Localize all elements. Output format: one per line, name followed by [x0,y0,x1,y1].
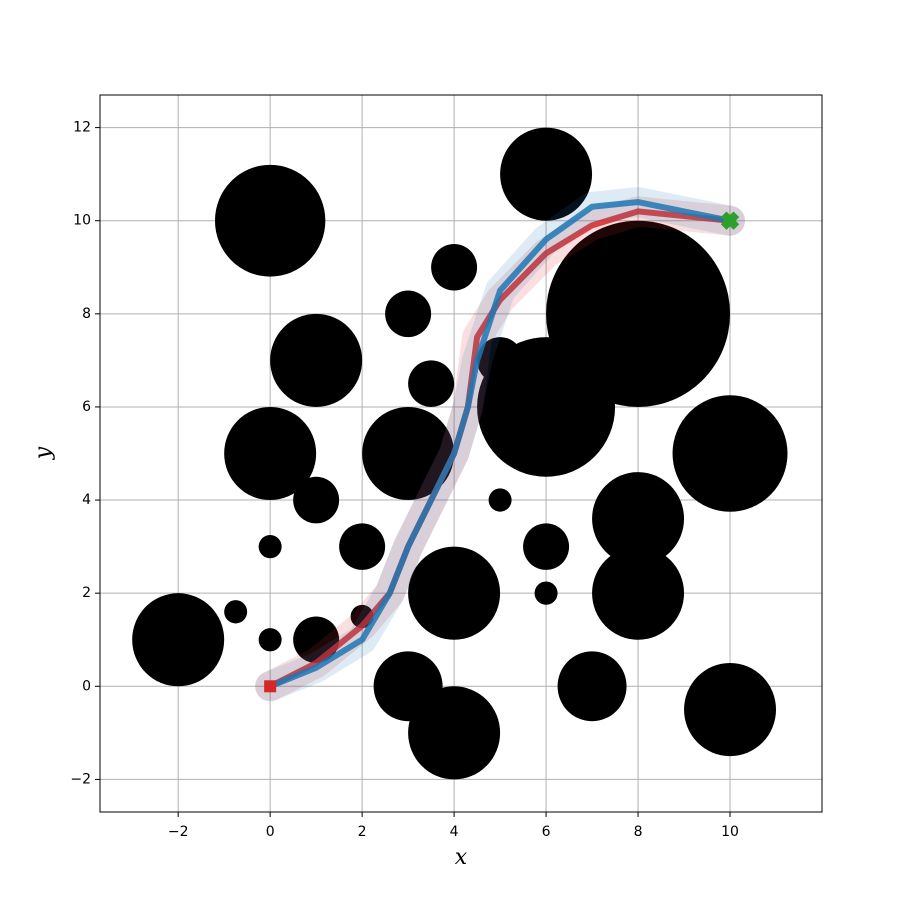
y-tick-label: 2 [82,585,91,601]
x-tick-label: 4 [450,824,459,840]
x-axis-label: x [455,845,468,870]
obstacle [523,523,570,570]
obstacle [258,628,282,652]
obstacle [546,220,731,407]
x-tick-label: 10 [721,824,739,840]
obstacle [385,290,432,338]
y-tick-label: 12 [73,120,91,136]
x-tick-label: 6 [542,824,551,840]
y-tick-label: 6 [82,399,91,415]
goal-marker [720,211,740,230]
obstacle [431,243,478,291]
obstacle [408,360,455,407]
y-axis-label: y [31,446,56,460]
obstacle [270,313,363,407]
obstacle [500,127,593,221]
obstacle [214,164,326,277]
plot-frame [99,94,823,813]
obstacle [408,546,501,640]
y-tick-label: −2 [70,771,91,787]
obstacle [362,406,455,501]
obstacle [339,523,386,570]
obstacle [592,546,685,640]
obstacle [408,686,501,780]
obstacle [224,406,317,501]
obstacle [684,663,777,757]
y-tick-label: 10 [73,213,91,229]
obstacle [488,488,512,512]
obstacle [534,581,558,605]
start-marker [264,680,277,693]
obstacle [132,593,225,687]
trajectory [267,199,734,690]
y-tick-label: 0 [82,678,91,694]
obstacle [557,651,627,722]
obstacle [592,472,685,566]
x-tick-label: 2 [358,824,367,840]
obstacle [258,534,282,559]
x-tick-label: 0 [266,824,275,840]
x-tick-label: −2 [168,824,189,840]
obstacle [293,476,340,524]
y-tick-label: 8 [82,306,91,322]
obstacle [224,600,248,624]
y-tick-label: 4 [82,492,91,508]
plot-area [132,127,788,780]
x-tick-label: 8 [634,824,643,840]
obstacle [672,395,788,512]
